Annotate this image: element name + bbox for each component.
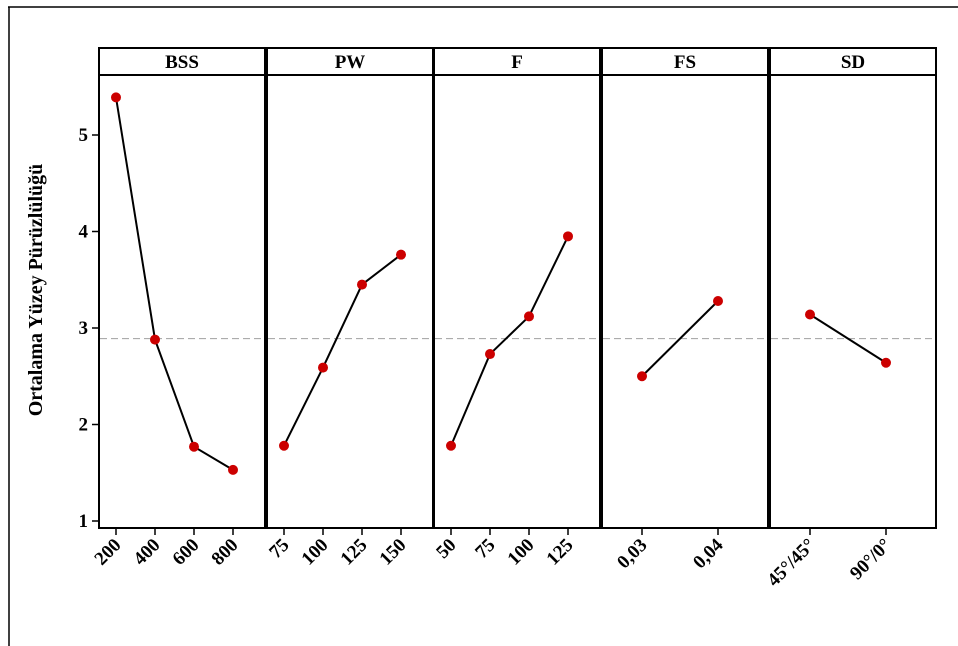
x-tick-label: 800 — [208, 535, 243, 570]
panel-plot-area — [601, 74, 769, 529]
y-axis: 1 2 3 4 5 — [79, 125, 99, 532]
x-tick-label: 0,04 — [689, 534, 728, 573]
data-point — [228, 464, 238, 475]
panel-title: FS — [674, 52, 696, 73]
x-tick-label: 75 — [265, 535, 293, 563]
data-point — [637, 371, 647, 382]
x-tick-label: 90°/0° — [846, 535, 895, 584]
data-point — [150, 334, 160, 345]
panel-plot-area — [98, 74, 266, 529]
x-tick-label: 50 — [432, 535, 460, 563]
x-tick-label: 100 — [504, 535, 539, 570]
x-tick-label: 125 — [337, 535, 372, 570]
panel-header — [601, 47, 769, 76]
x-tick-label: 150 — [376, 535, 411, 570]
data-point — [111, 92, 121, 103]
x-tick-label: 400 — [130, 535, 165, 570]
data-point — [446, 440, 456, 451]
data-point — [881, 357, 891, 368]
x-tick-label: 45°/45° — [763, 535, 819, 591]
series-line — [450, 235, 569, 447]
panel-plot-area — [433, 74, 601, 529]
panel-plot-area — [266, 74, 434, 529]
data-point — [805, 309, 815, 320]
panel-header — [769, 47, 937, 76]
panel-title: BSS — [165, 52, 199, 73]
panel-fs: FS 0,03 0,04 — [601, 47, 769, 573]
y-axis-label: Ortalama Yüzey Pürüzlülüğü — [25, 164, 47, 417]
data-point — [318, 362, 328, 373]
panel-f: F 50 75 100 125 — [432, 47, 601, 570]
series-line — [283, 253, 402, 447]
data-point — [485, 349, 495, 360]
x-tick-label: 75 — [471, 535, 499, 563]
panel-title: SD — [841, 52, 865, 73]
panel-sd: SD 45°/45° 90°/0° — [763, 47, 937, 591]
y-tick-label: 4 — [79, 222, 89, 243]
x-tick-label: 200 — [91, 535, 126, 570]
x-tick-label: 125 — [543, 535, 578, 570]
series-line — [809, 313, 887, 364]
data-point — [279, 440, 289, 451]
data-point — [357, 279, 367, 290]
y-tick-label: 1 — [79, 511, 89, 532]
x-tick-label: 0,03 — [613, 535, 651, 573]
panel-pw: PW 75 100 125 150 — [265, 47, 434, 570]
panel-bss: BSS 200 400 600 800 — [91, 47, 266, 570]
panel-header — [433, 47, 601, 76]
y-tick-label: 5 — [79, 125, 89, 146]
x-tick-label: 600 — [169, 535, 204, 570]
y-tick-label: 2 — [79, 415, 89, 436]
data-point — [563, 231, 573, 242]
data-point — [189, 441, 199, 452]
series-line — [641, 300, 719, 377]
data-point — [713, 295, 723, 306]
panel-title: F — [511, 52, 523, 73]
data-point — [396, 249, 406, 260]
y-tick-label: 3 — [79, 318, 89, 339]
panel-plot-area — [769, 74, 937, 529]
x-tick-label: 100 — [298, 535, 333, 570]
panel-title: PW — [335, 52, 366, 73]
series-line — [115, 97, 234, 471]
data-point — [524, 311, 534, 322]
